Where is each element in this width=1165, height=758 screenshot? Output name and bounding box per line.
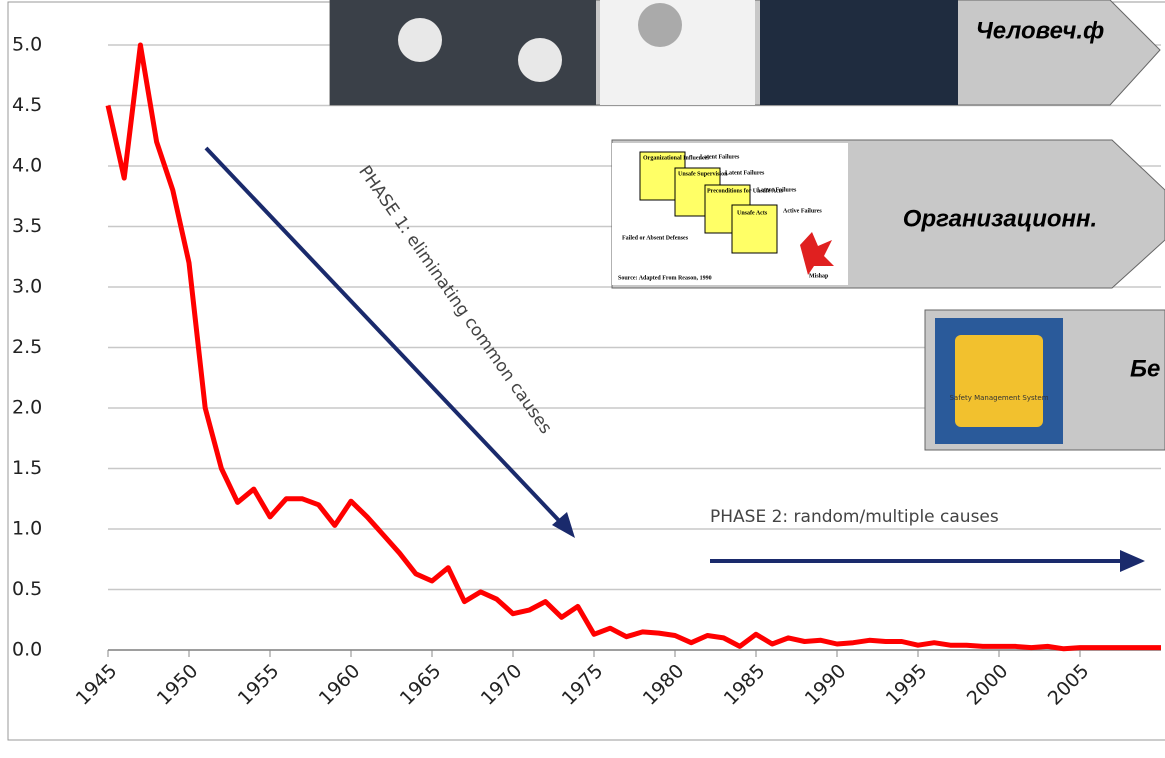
badge-text: Safety Management System: [949, 394, 1048, 402]
diagram-text: Failed or Absent Defenses: [622, 235, 689, 241]
banner-text: Организационн.: [903, 205, 1097, 232]
phase1-label: PHASE 1: eliminating common causes: [354, 162, 555, 438]
phase2-arrowhead: [1120, 550, 1145, 572]
diagram-text: Mishap: [809, 273, 829, 279]
y-tick-label: 0.5: [12, 578, 42, 600]
diagram-text: Source: Adapted From Reason, 1990: [618, 275, 712, 281]
x-tick-label: 1980: [639, 660, 689, 710]
y-tick-label: 1.5: [12, 457, 42, 479]
pilot: [518, 38, 562, 82]
y-tick-label: 1.0: [12, 518, 42, 540]
badge: [955, 335, 1043, 427]
x-tick-label: 1950: [153, 660, 203, 710]
banner-text: Человеч.ф: [976, 17, 1104, 44]
x-tick-label: 2000: [963, 660, 1013, 710]
y-tick-label: 2.5: [12, 336, 42, 358]
diagram-text: Latent Failures: [700, 154, 740, 160]
y-tick-label: 4.5: [12, 94, 42, 116]
x-tick-label: 1945: [72, 660, 122, 710]
x-tick-label: 1985: [720, 660, 770, 710]
diagram-text: Unsafe Acts: [737, 210, 768, 216]
y-tick-label: 0.0: [12, 639, 42, 661]
x-tick-label: 1955: [234, 660, 284, 710]
diagram-text: Latent Failures: [725, 170, 765, 176]
y-tick-label: 3.5: [12, 215, 42, 237]
diagram-text: Unsafe Supervision: [678, 171, 728, 177]
x-tick-label: 1990: [801, 660, 851, 710]
x-tick-label: 1965: [396, 660, 446, 710]
gear: [638, 3, 682, 47]
phase2-label: PHASE 2: random/multiple causes: [710, 507, 999, 527]
x-tick-label: 1995: [882, 660, 932, 710]
x-tick-label: 1975: [558, 660, 608, 710]
x-tick-label: 2005: [1044, 660, 1094, 710]
y-tick-label: 2.0: [12, 397, 42, 419]
x-tick-label: 1970: [477, 660, 527, 710]
banner-text: Бе: [1130, 355, 1160, 382]
diagram-text: Active Failures: [783, 208, 822, 214]
y-tick-label: 3.0: [12, 276, 42, 298]
y-tick-label: 4.0: [12, 155, 42, 177]
y-tick-label: 5.0: [12, 34, 42, 56]
people-image: [760, 0, 958, 105]
x-tick-label: 1960: [315, 660, 365, 710]
pilot: [398, 18, 442, 62]
diagram-text: Latent Failures: [757, 187, 797, 193]
chart: 0.0 0.5 1.0 1.5 2.0 2.5 3.0 3.5 4.0 4.5 5.0 1945 195…: [0, 0, 1165, 754]
